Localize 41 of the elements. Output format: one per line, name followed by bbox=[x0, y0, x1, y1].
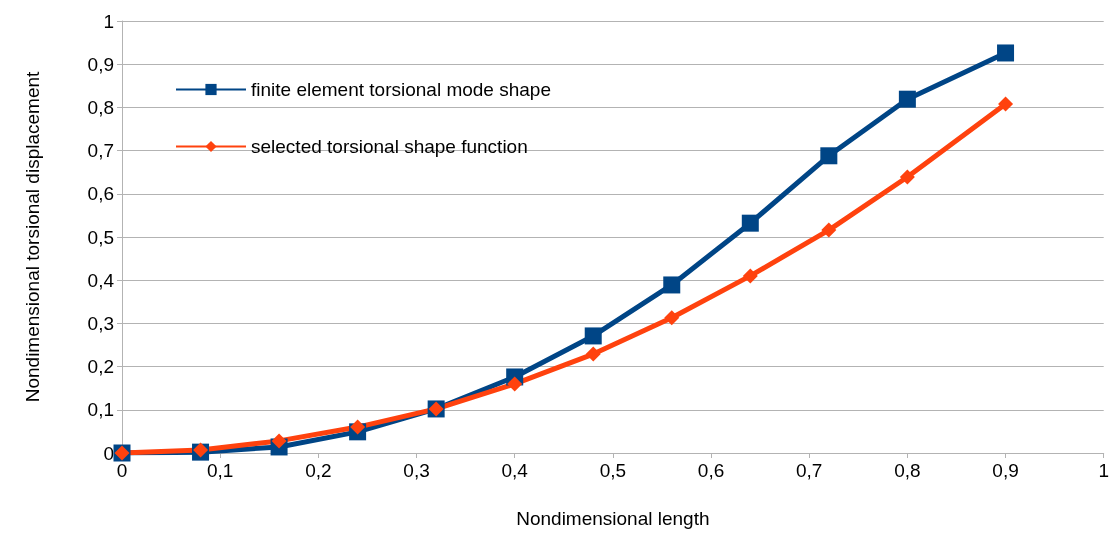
x-tick-label: 1 bbox=[1098, 460, 1110, 481]
x-axis-title: Nondimensional length bbox=[516, 508, 710, 529]
point bbox=[899, 169, 915, 185]
y-tick-label: 0,5 bbox=[87, 226, 114, 248]
y-tick-label: 0,2 bbox=[87, 356, 114, 378]
x-tick-label: 0,2 bbox=[305, 460, 332, 481]
point bbox=[585, 346, 601, 362]
y-tick-label: 0,3 bbox=[87, 312, 114, 334]
point bbox=[663, 276, 681, 294]
point bbox=[584, 327, 602, 345]
y-tick-label: 0,8 bbox=[87, 96, 114, 118]
legend-label: finite element torsional mode shape bbox=[251, 79, 551, 100]
y-tick-label: 0,7 bbox=[87, 140, 114, 162]
point bbox=[998, 96, 1014, 112]
legend-label: selected torsional shape function bbox=[251, 136, 528, 157]
point bbox=[507, 376, 523, 392]
y-tick-label: 0,6 bbox=[87, 183, 114, 205]
y-tick-label: 0 bbox=[103, 442, 114, 464]
x-tick-label: 0,4 bbox=[501, 460, 529, 481]
point bbox=[271, 433, 287, 449]
x-tick-label: 0,3 bbox=[403, 460, 430, 481]
point bbox=[820, 147, 838, 165]
x-tick-label: 0,6 bbox=[697, 460, 725, 481]
point bbox=[741, 214, 759, 232]
x-tick-label: 0,7 bbox=[795, 460, 823, 481]
point bbox=[821, 222, 837, 238]
x-tick-label: 0,1 bbox=[206, 460, 234, 481]
point bbox=[742, 268, 758, 284]
x-tick-label: 0 bbox=[116, 460, 128, 481]
point bbox=[664, 310, 680, 326]
x-tick-label: 0,9 bbox=[992, 460, 1019, 481]
y-tick-label: 0,9 bbox=[87, 53, 114, 75]
x-tick-label: 0,5 bbox=[599, 460, 627, 481]
x-tick-label: 0,8 bbox=[894, 460, 921, 481]
point bbox=[898, 90, 916, 108]
y-tick-label: 0,1 bbox=[87, 399, 114, 421]
y-axis-title: Nondimensional torsional displacement bbox=[22, 71, 43, 403]
point bbox=[350, 419, 366, 435]
point bbox=[997, 44, 1015, 62]
y-tick-label: 0,4 bbox=[87, 269, 115, 291]
y-tick-label: 1 bbox=[103, 10, 114, 32]
